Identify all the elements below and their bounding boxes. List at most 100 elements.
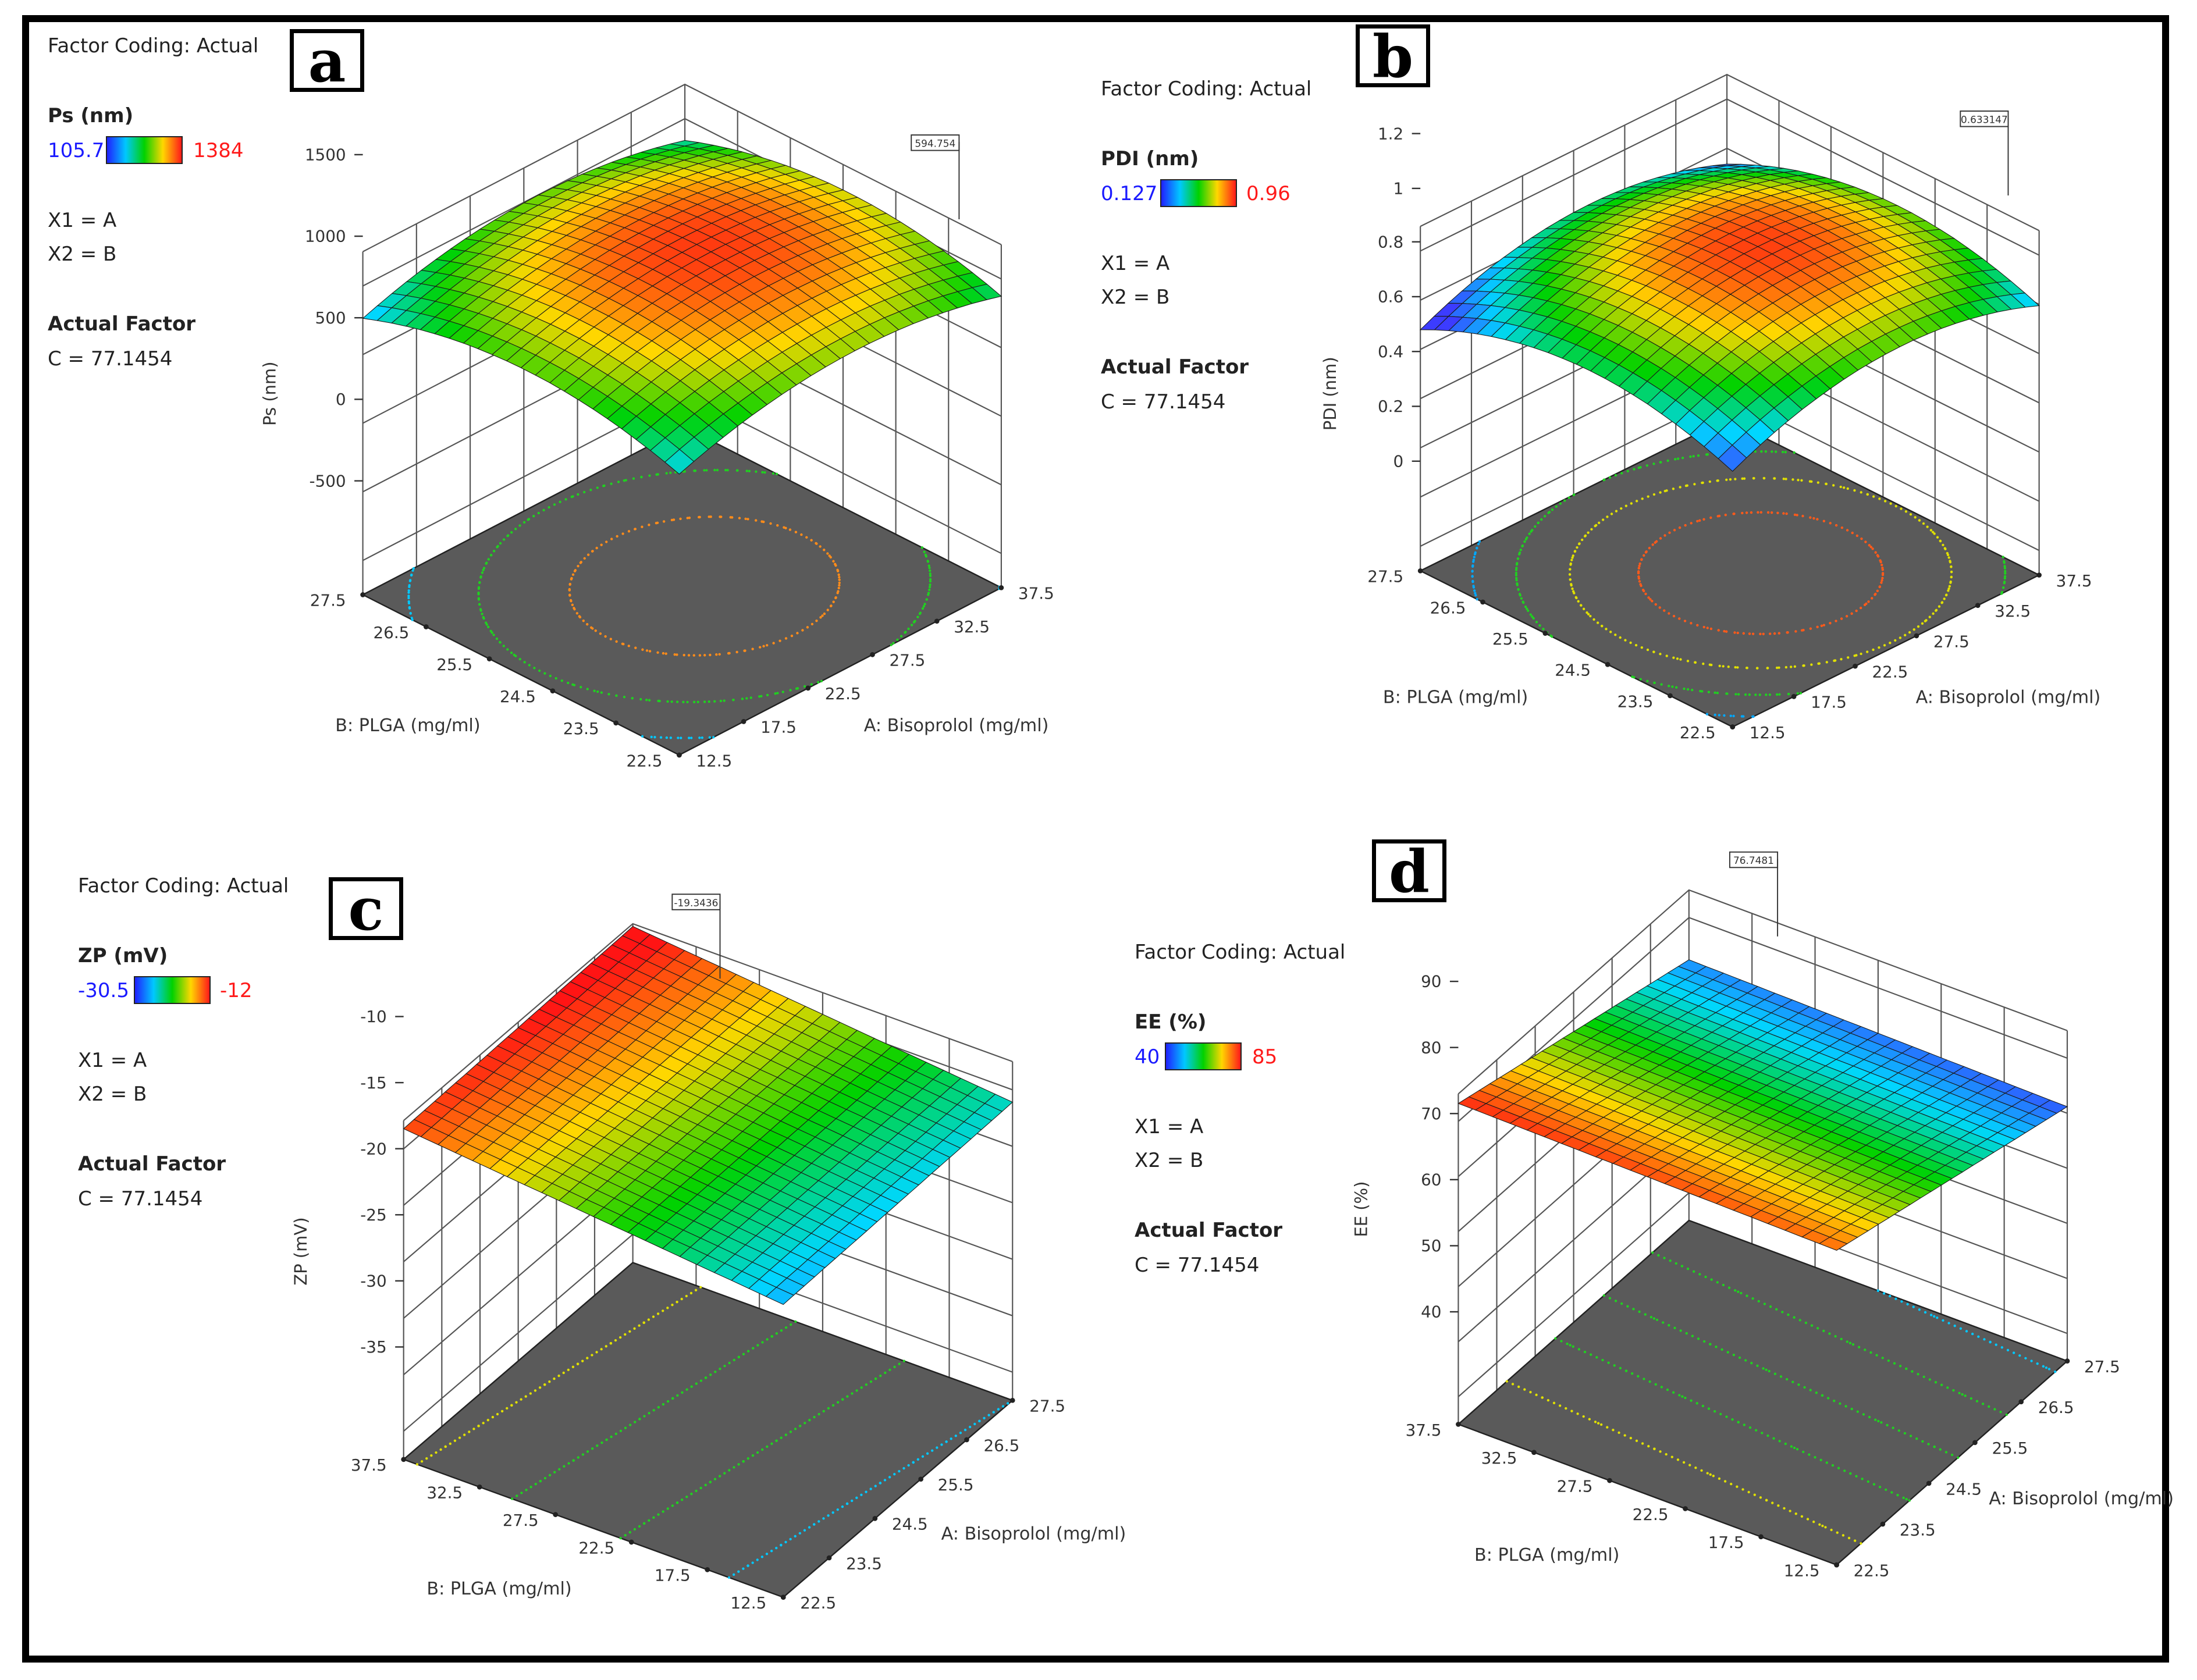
contour-point — [907, 1464, 910, 1467]
z-axis-label: PDI (nm) — [1320, 357, 1340, 430]
contour-point — [615, 640, 618, 643]
contour-point — [1752, 476, 1755, 480]
contour-point — [718, 1475, 721, 1478]
contour-point — [615, 694, 618, 697]
tick-label: 23.5 — [846, 1554, 882, 1573]
contour-point — [525, 1489, 528, 1492]
contour-point — [619, 1429, 623, 1432]
contour-point — [1706, 627, 1709, 629]
contour-point — [1790, 1445, 1793, 1448]
contour-point — [2003, 565, 2006, 568]
contour-point — [1652, 493, 1656, 496]
contour-point — [1949, 580, 1952, 583]
contour-point — [1918, 519, 1921, 522]
colorbar-gradient — [134, 976, 211, 1004]
contour-point — [1877, 1419, 1880, 1423]
contour-point — [1971, 1332, 1974, 1336]
contour-point — [772, 472, 775, 475]
contour-point — [548, 1473, 552, 1477]
contour-point — [1652, 1317, 1656, 1320]
contour-point — [1809, 627, 1812, 630]
factor-coding: Factor Coding: Actual — [48, 34, 259, 58]
contour-point — [1906, 1302, 1909, 1306]
contour-point — [1663, 1257, 1666, 1259]
tick-mark — [2018, 1399, 2024, 1405]
contour-point — [510, 1404, 513, 1407]
contour-point — [813, 1415, 816, 1419]
tick-label: 27.5 — [503, 1511, 539, 1530]
contour-point — [607, 693, 610, 696]
contour-point — [804, 1422, 806, 1425]
colorbar-title: Ps (nm) — [48, 104, 134, 127]
contour-point — [805, 536, 808, 539]
contour-point — [896, 638, 899, 641]
contour-point — [1874, 1418, 1877, 1421]
contour-point — [468, 1430, 471, 1433]
contour-point — [1478, 540, 1481, 543]
colorbar-max: 85 — [1252, 1045, 1278, 1069]
contour-point — [924, 553, 927, 557]
tick-mark — [1758, 1534, 1764, 1540]
floor-contours — [1471, 428, 2007, 718]
contour-point — [775, 1439, 778, 1442]
contour-point — [1820, 624, 1823, 627]
contour-point — [510, 651, 513, 654]
contour-point — [1644, 592, 1647, 596]
contour-point — [1709, 1343, 1712, 1346]
contour-point — [796, 687, 799, 690]
contour-point — [1779, 1375, 1783, 1378]
contour-point — [1804, 1321, 1808, 1325]
contour-point — [759, 646, 762, 649]
contour-point — [2003, 581, 2006, 583]
tick-mark — [1531, 1450, 1537, 1455]
chart-panel-c: -10 -15 -20 -25 -30 -35 ZP (mV) 22.5 12.5 23.5 17.… — [291, 894, 1126, 1613]
y-axis-label: A: Bisoprolol (mg/ml) — [1989, 1489, 2174, 1509]
contour-point — [916, 615, 919, 618]
tick-mark — [477, 1484, 482, 1490]
contour-point — [1529, 1391, 1532, 1394]
contour-point — [408, 579, 412, 582]
contour-point — [1571, 587, 1574, 590]
contour-point — [1626, 1305, 1629, 1308]
tick-mark — [550, 688, 556, 694]
contour-point — [1745, 1294, 1748, 1297]
contour-point — [822, 1517, 825, 1520]
contour-point — [1748, 632, 1751, 635]
contour-point — [1894, 639, 1897, 642]
z-tick-label: 1500 — [305, 145, 346, 165]
contour-point — [912, 1461, 915, 1464]
contour-point — [2002, 556, 2004, 558]
contour-point — [1534, 525, 1537, 528]
contour-point — [543, 1476, 547, 1480]
contour-point — [1732, 512, 1735, 515]
contour-point — [1589, 1353, 1592, 1356]
contour-point — [810, 683, 813, 686]
tick-mark — [1914, 633, 1919, 639]
contour-point — [1970, 1397, 1973, 1400]
contour-point — [715, 653, 718, 656]
contour-point — [1745, 666, 1748, 670]
contour-point — [1710, 1278, 1713, 1281]
contour-point — [1864, 540, 1867, 543]
contour-point — [1774, 450, 1777, 453]
contour-point — [746, 518, 749, 521]
contour-point — [728, 1469, 731, 1472]
contour-point — [534, 1389, 537, 1392]
contour-point — [1769, 632, 1772, 635]
contour-point — [1769, 1305, 1772, 1308]
contour-point — [600, 1441, 603, 1444]
z-axis: -10 -15 -20 -25 -30 -35 ZP (mV) — [291, 1007, 404, 1357]
contour-point — [586, 688, 589, 690]
contour-point — [1758, 693, 1761, 696]
colorbar-title: EE (%) — [1135, 1010, 1207, 1034]
contour-point — [671, 1304, 674, 1307]
contour-point — [553, 1377, 556, 1380]
contour-point — [1729, 714, 1732, 717]
colorbar-min: 105.7 — [48, 139, 105, 162]
contour-point — [1697, 1337, 1700, 1340]
contour-point — [1592, 618, 1595, 621]
tick-mark — [1730, 724, 1736, 729]
contour-point — [652, 1315, 655, 1318]
contour-point — [1702, 1340, 1706, 1343]
